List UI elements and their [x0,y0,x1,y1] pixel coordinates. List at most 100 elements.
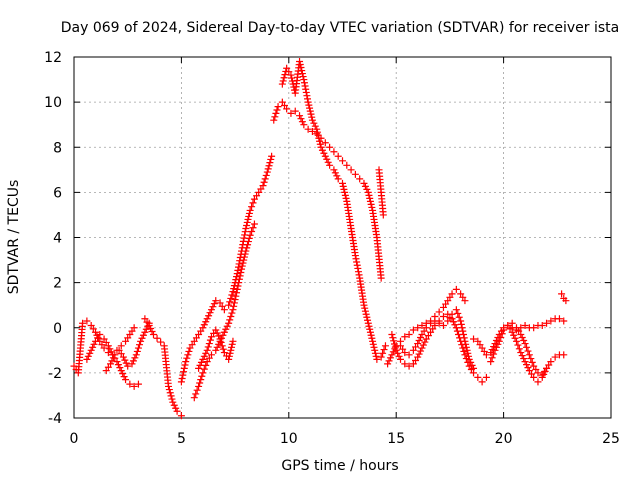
x-tick-label: 15 [387,431,405,447]
data-point [204,343,212,351]
data-point [91,328,99,336]
data-point [243,218,251,226]
data-point [372,352,380,360]
data-point [333,172,341,180]
data-point [459,327,467,335]
data-point [449,318,457,326]
data-point [448,290,456,298]
x-tick-label: 25 [602,431,620,447]
data-point [229,337,237,345]
data-point [390,340,398,348]
data-point [223,322,231,330]
data-point [298,67,306,75]
data-point [303,92,311,100]
data-point [316,140,324,148]
data-point [379,211,387,219]
data-point [543,319,551,327]
data-point [414,353,422,361]
data-point [220,328,228,336]
data-point [245,234,253,242]
data-point [244,241,252,249]
data-point [452,306,460,314]
data-point [238,265,246,273]
data-point [270,116,278,124]
data-point [267,155,275,163]
data-point [119,353,127,361]
data-point [177,412,185,420]
data-point [330,166,338,174]
data-point [405,362,413,370]
data-point [324,158,332,166]
data-point [518,334,526,342]
data-point [230,302,238,310]
data-point [421,338,429,346]
data-point [534,378,542,386]
data-point [124,362,132,370]
data-point [520,337,528,345]
data-point [84,352,92,360]
data-point [401,360,409,368]
data-point [497,334,505,342]
data-point [265,162,273,170]
data-point [298,118,306,126]
data-point [219,331,227,339]
data-point [316,137,324,145]
data-point [468,361,476,369]
data-point [235,279,243,287]
data-point [396,355,404,363]
data-point [274,103,282,111]
data-point [90,340,98,348]
data-point [203,346,211,354]
data-point [462,343,470,351]
data-point [153,334,161,342]
data-point [415,350,423,358]
y-axis-label: SDTVAR / TECUs [6,180,22,295]
data-point [199,355,207,363]
data-point [226,316,234,324]
data-point [114,361,122,369]
data-point [464,349,472,357]
data-point [364,188,372,196]
data-point [528,358,536,366]
data-point [494,340,502,348]
data-point [207,351,215,359]
data-point [233,285,241,293]
data-point [196,379,204,387]
data-point [523,361,531,369]
data-point [141,328,149,336]
data-point [262,171,270,179]
data-point [488,354,496,362]
data-point [287,109,295,117]
data-point [218,342,226,350]
data-point [515,345,523,353]
data-point [318,146,326,154]
data-point [385,357,393,365]
data-point [138,334,146,342]
data-point [351,170,359,178]
data-point [205,340,213,348]
data-point [379,349,387,357]
data-point [355,271,363,279]
data-point [377,274,385,282]
data-point [225,301,233,309]
data-point [241,228,249,236]
data-point [240,253,248,261]
data-point [145,321,153,329]
data-point [130,382,138,390]
data-point [212,326,220,334]
data-point [460,331,468,339]
data-point [388,331,396,339]
data-point [459,344,467,352]
y-tick-label: 10 [44,95,62,111]
data-point [196,361,204,369]
data-point [180,368,188,376]
x-axis-label: GPS time / hours [281,458,398,474]
data-point [373,355,381,363]
data-point [461,337,469,345]
data-point [455,313,463,321]
data-point [512,337,520,345]
data-point [365,191,373,199]
data-point [197,376,205,384]
data-point [228,340,236,348]
data-point [168,395,176,403]
